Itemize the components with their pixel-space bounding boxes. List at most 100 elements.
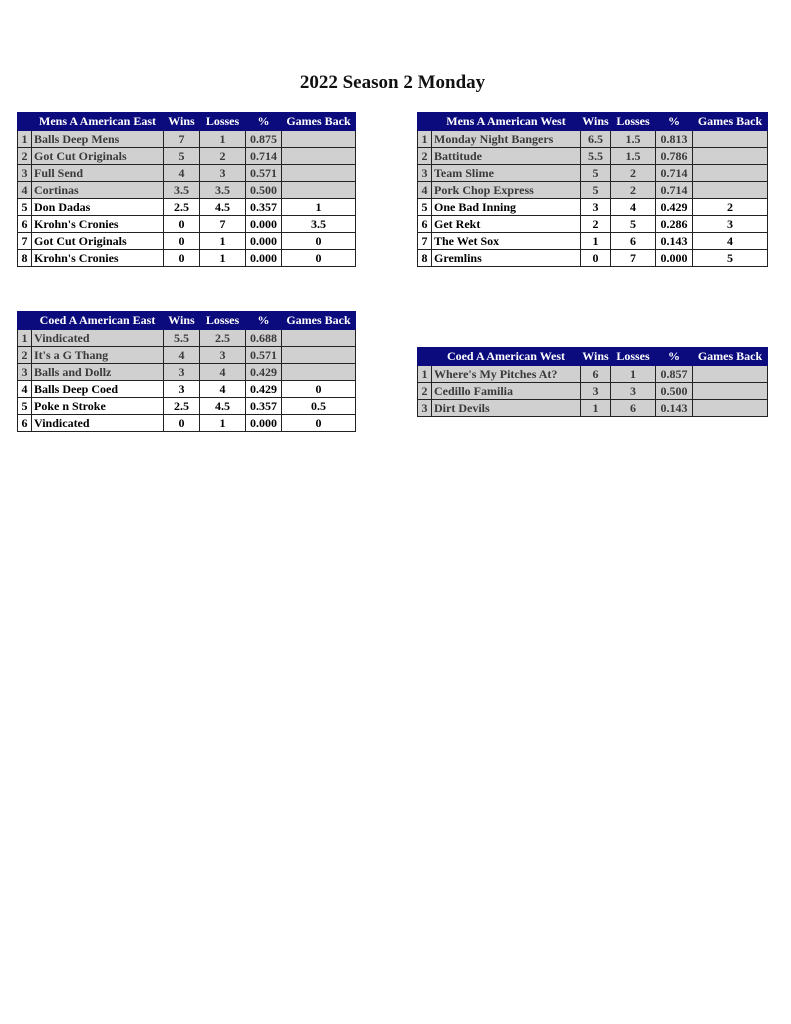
wins-cell: 1 — [580, 232, 611, 250]
team-cell: Cedillo Familia — [431, 382, 581, 400]
pct-cell: 0.000 — [245, 414, 282, 432]
losses-cell: 1 — [610, 365, 656, 383]
games-back-cell — [692, 164, 768, 182]
header-losses: Losses — [199, 311, 246, 330]
table-row: 1 Vindicated 5.5 2.5 0.688 — [17, 329, 356, 347]
wins-cell: 3 — [163, 363, 200, 381]
games-back-cell: 2 — [692, 198, 768, 216]
wins-cell: 5.5 — [163, 329, 200, 347]
games-back-cell: 0.5 — [281, 397, 356, 415]
pct-cell: 0.500 — [245, 181, 282, 199]
table-row: 3 Balls and Dollz 3 4 0.429 — [17, 363, 356, 381]
table-row: 4 Pork Chop Express 5 2 0.714 — [417, 181, 768, 199]
table-row: 5 One Bad Inning 3 4 0.429 2 — [417, 198, 768, 216]
team-cell: One Bad Inning — [431, 198, 581, 216]
table-row: 4 Cortinas 3.5 3.5 0.500 — [17, 181, 356, 199]
rank-cell: 5 — [417, 198, 432, 216]
games-back-cell: 3.5 — [281, 215, 356, 233]
rank-cell: 1 — [17, 329, 32, 347]
games-back-cell: 3 — [692, 215, 768, 233]
table-row: 5 Poke n Stroke 2.5 4.5 0.357 0.5 — [17, 397, 356, 415]
table-row: 1 Balls Deep Mens 7 1 0.875 — [17, 130, 356, 148]
table-row: 3 Full Send 4 3 0.571 — [17, 164, 356, 182]
losses-cell: 4 — [199, 363, 246, 381]
page-title: 2022 Season 2 Monday — [299, 72, 486, 93]
rank-cell: 5 — [17, 198, 32, 216]
wins-cell: 6.5 — [580, 130, 611, 148]
standings-table-coed-west: Coed A American West Wins Losses% Games Bac… — [417, 347, 768, 417]
rank-cell: 7 — [17, 232, 32, 250]
losses-cell: 1 — [199, 249, 246, 267]
wins-cell: 3 — [163, 380, 200, 398]
wins-cell: 3.5 — [163, 181, 200, 199]
games-back-cell: 0 — [281, 380, 356, 398]
header-team: Coed A American West — [431, 347, 581, 366]
rank-cell: 3 — [17, 164, 32, 182]
team-cell: Got Cut Originals — [31, 232, 164, 250]
header-row: Coed A American East Wins Losses% Games Bac… — [17, 311, 356, 330]
wins-cell: 1 — [580, 399, 611, 417]
games-back-cell — [692, 147, 768, 165]
rank-cell: 6 — [17, 414, 32, 432]
team-cell: Full Send — [31, 164, 164, 182]
table-row: 3 Dirt Devils 1 6 0.143 — [417, 399, 768, 417]
header-pct: % — [245, 112, 282, 131]
losses-cell: 1.5 — [610, 130, 656, 148]
pct-cell: 0.143 — [655, 399, 693, 417]
rank-cell: 4 — [417, 181, 432, 199]
games-back-cell: 0 — [281, 232, 356, 250]
team-cell: Vindicated — [31, 414, 164, 432]
pct-cell: 0.000 — [245, 232, 282, 250]
header-row: Coed A American West Wins Losses% Games Bac… — [417, 347, 768, 366]
losses-cell: 5 — [610, 215, 656, 233]
wins-cell: 2.5 — [163, 198, 200, 216]
games-back-cell — [281, 164, 356, 182]
games-back-cell — [692, 365, 768, 383]
team-cell: Gremlins — [431, 249, 581, 267]
games-back-cell — [692, 399, 768, 417]
header-games-back: Games Back — [281, 311, 356, 330]
losses-cell: 4 — [610, 198, 656, 216]
header-wins: Wins — [580, 112, 611, 131]
team-cell: Balls Deep Mens — [31, 130, 164, 148]
wins-cell: 0 — [163, 215, 200, 233]
team-cell: Poke n Stroke — [31, 397, 164, 415]
table-row: 2 Got Cut Originals 5 2 0.714 — [17, 147, 356, 165]
team-cell: Krohn's Cronies — [31, 215, 164, 233]
team-cell: Cortinas — [31, 181, 164, 199]
table-row: 8 Krohn's Cronies 0 1 0.000 0 — [17, 249, 356, 267]
games-back-cell: 0 — [281, 414, 356, 432]
wins-cell: 5 — [580, 164, 611, 182]
table-row: 5 Don Dadas 2.5 4.5 0.357 1 — [17, 198, 356, 216]
games-back-cell — [281, 181, 356, 199]
team-cell: Battitude — [431, 147, 581, 165]
wins-cell: 5 — [163, 147, 200, 165]
losses-cell: 3 — [199, 164, 246, 182]
header-losses: Losses — [199, 112, 246, 131]
pct-cell: 0.500 — [655, 382, 693, 400]
team-cell: Get Rekt — [431, 215, 581, 233]
pct-cell: 0.875 — [245, 130, 282, 148]
games-back-cell: 1 — [281, 198, 356, 216]
games-back-cell: 0 — [281, 249, 356, 267]
wins-cell: 0 — [163, 249, 200, 267]
table-row: 1 Monday Night Bangers 6.5 1.5 0.813 — [417, 130, 768, 148]
table-row: 2 Cedillo Familia 3 3 0.500 — [417, 382, 768, 400]
pct-cell: 0.357 — [245, 198, 282, 216]
table-row: 7 The Wet Sox 1 6 0.143 4 — [417, 232, 768, 250]
losses-cell: 7 — [610, 249, 656, 267]
rank-cell: 1 — [417, 365, 432, 383]
wins-cell: 3 — [580, 198, 611, 216]
pct-cell: 0.000 — [245, 249, 282, 267]
pct-cell: 0.286 — [655, 215, 693, 233]
pct-cell: 0.429 — [245, 380, 282, 398]
rank-cell: 5 — [17, 397, 32, 415]
header-team: Coed A American East — [31, 311, 164, 330]
pct-cell: 0.714 — [655, 164, 693, 182]
standings-table-coed-east: Coed A American East Wins Losses% Games Bac… — [17, 311, 356, 432]
table-row: 8 Gremlins 0 7 0.000 5 — [417, 249, 768, 267]
wins-cell: 3 — [580, 382, 611, 400]
team-cell: Krohn's Cronies — [31, 249, 164, 267]
rank-cell: 8 — [17, 249, 32, 267]
team-cell: Vindicated — [31, 329, 164, 347]
